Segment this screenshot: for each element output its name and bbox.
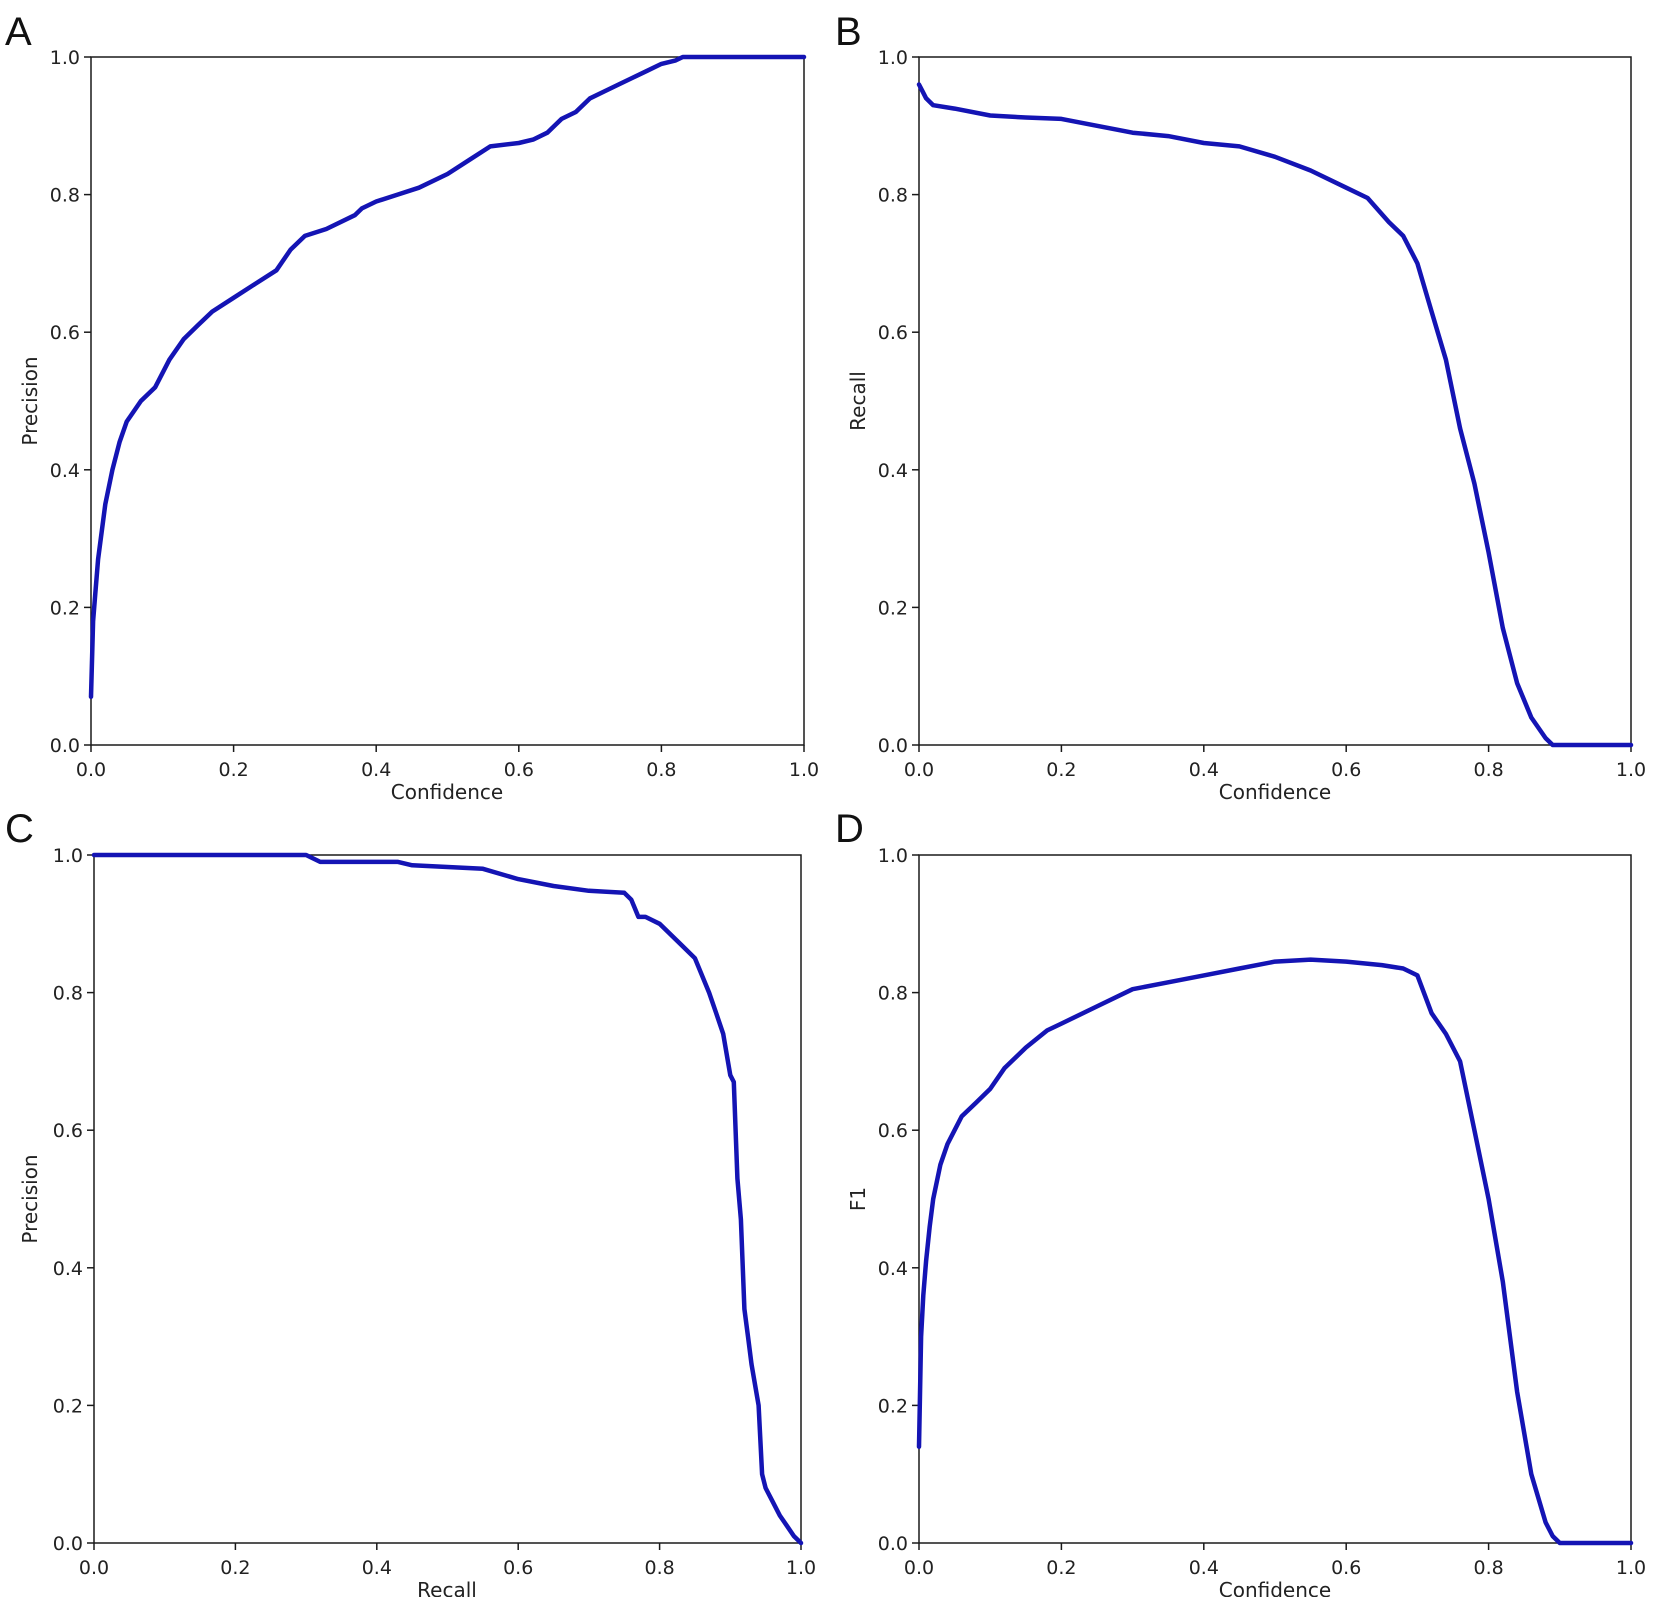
panel-a-x-tick-label: 0.0 [76, 759, 106, 781]
panel-d-x-tick-label: 0.0 [904, 1557, 934, 1579]
panel-c-y-tick-label: 0.6 [53, 1120, 83, 1142]
panel-b-plot: 0.0 0.2 0.4 0.6 0.8 1.0 0.0 0.2 0.4 0.6 0.8 1.0 [878, 47, 1646, 781]
panel-b-y-tick-label: 1.0 [878, 47, 908, 69]
panel-a-y-tick-label: 0.6 [50, 322, 80, 344]
panel-d-x-tick-label: 0.4 [1189, 1557, 1219, 1579]
panel-d-letter: D [835, 807, 864, 851]
panel-c-x-axis-label: Recall [417, 1578, 477, 1597]
panel-a-y-tick-label: 0.2 [50, 597, 80, 619]
panel-d-y-tick-label: 1.0 [878, 845, 908, 867]
panel-d-y-tick-label: 0.0 [878, 1533, 908, 1555]
panel-b-y-tick-label: 0.8 [878, 185, 908, 207]
panel-a-y-tick-label: 0.4 [50, 460, 80, 482]
panel-a-x-tick-label: 1.0 [789, 759, 819, 781]
panel-c-y-tick-label: 1.0 [53, 845, 83, 867]
panel-a-x-tick-label: 0.8 [646, 759, 676, 781]
panel-c-series-line [91, 852, 804, 1546]
panel-b-series-line [916, 82, 1634, 748]
panel-a-letter: A [5, 10, 32, 54]
panel-c-y-tick-label: 0.0 [53, 1533, 83, 1555]
panel-b-frame [918, 56, 1632, 746]
panel-c-x-tick-label: 0.0 [79, 1557, 109, 1579]
panel-d-frame [918, 854, 1632, 1544]
panel-d-y-tick-label: 0.4 [878, 1258, 908, 1280]
panel-b-x-tick-label: 0.2 [1046, 759, 1076, 781]
panel-a-x-tick-label: 0.2 [218, 759, 248, 781]
panel-b-x-tick-label: 0.0 [904, 759, 934, 781]
panel-c-y-tick-label: 0.8 [53, 983, 83, 1005]
panel-b-letter: B [835, 10, 862, 54]
panel-d-series-line [916, 957, 1634, 1546]
panel-a-x-axis-label: Confidence [391, 780, 503, 804]
panel-d-x-axis-label: Confidence [1219, 1578, 1331, 1597]
panel-b-y-tick-label: 0.4 [878, 460, 908, 482]
panel-d: D 0.0 0.2 0.4 0.6 0.8 1.0 0.0 0.2 0.4 0.6 0.8 1.0 C… [835, 807, 1646, 1597]
panel-b-x-tick-label: 0.4 [1189, 759, 1219, 781]
panel-c-x-tick-label: 0.2 [220, 1557, 250, 1579]
panel-c-x-tick-label: 1.0 [786, 1557, 816, 1579]
panel-c-y-tick-label: 0.4 [53, 1258, 83, 1280]
panel-c-y-tick-label: 0.2 [53, 1395, 83, 1417]
panel-b: B 0.0 0.2 0.4 0.6 0.8 1.0 0.0 0.2 0.4 0.6 0.8 1.0 C… [835, 10, 1646, 804]
panel-a-series-line [88, 54, 807, 700]
panel-d-x-tick-label: 1.0 [1616, 1557, 1646, 1579]
panel-c-y-axis-label: Precision [18, 1154, 42, 1243]
panel-d-x-tick-label: 0.8 [1473, 1557, 1503, 1579]
panel-c-x-tick-label: 0.6 [503, 1557, 533, 1579]
panel-b-x-axis-label: Confidence [1219, 780, 1331, 804]
panel-a-x-tick-label: 0.6 [504, 759, 534, 781]
panel-c: C 0.0 0.2 0.4 0.6 0.8 1.0 0.0 0.2 0.4 0.6 0.8 1.0 R… [5, 807, 816, 1597]
panel-a-y-tick-label: 1.0 [50, 47, 80, 69]
panel-c-frame [93, 854, 802, 1544]
panel-a-x-tick-label: 0.4 [361, 759, 391, 781]
panel-a: A 0.0 0.2 0.4 0.6 0.8 1.0 0.0 0.2 0.4 0.6 0.8 1.0 C… [5, 10, 819, 804]
panel-a-frame [90, 56, 805, 746]
panel-a-y-tick-label: 0.0 [50, 735, 80, 757]
panel-c-x-tick-label: 0.8 [644, 1557, 674, 1579]
panel-c-plot: 0.0 0.2 0.4 0.6 0.8 1.0 0.0 0.2 0.4 0.6 0.8 1.0 [53, 845, 816, 1579]
panel-a-y-tick-label: 0.8 [50, 185, 80, 207]
panel-d-x-tick-label: 0.2 [1046, 1557, 1076, 1579]
panel-b-x-tick-label: 1.0 [1616, 759, 1646, 781]
panel-b-y-tick-label: 0.6 [878, 322, 908, 344]
panel-c-x-tick-label: 0.4 [362, 1557, 392, 1579]
panel-d-y-tick-label: 0.2 [878, 1395, 908, 1417]
panel-b-x-tick-label: 0.8 [1473, 759, 1503, 781]
panel-a-y-axis-label: Precision [18, 356, 42, 445]
panel-d-y-tick-label: 0.8 [878, 983, 908, 1005]
panel-a-plot: 0.0 0.2 0.4 0.6 0.8 1.0 0.0 0.2 0.4 0.6 0.8 1.0 [50, 47, 819, 781]
panel-b-y-axis-label: Recall [846, 371, 870, 431]
panel-b-y-tick-label: 0.2 [878, 597, 908, 619]
panel-d-plot: 0.0 0.2 0.4 0.6 0.8 1.0 0.0 0.2 0.4 0.6 0.8 1.0 [878, 845, 1646, 1579]
panel-d-y-axis-label: F1 [846, 1187, 870, 1211]
panel-c-letter: C [5, 807, 34, 851]
panel-b-x-tick-label: 0.6 [1331, 759, 1361, 781]
panel-d-y-tick-label: 0.6 [878, 1120, 908, 1142]
panel-d-x-tick-label: 0.6 [1331, 1557, 1361, 1579]
panel-b-y-tick-label: 0.0 [878, 735, 908, 757]
